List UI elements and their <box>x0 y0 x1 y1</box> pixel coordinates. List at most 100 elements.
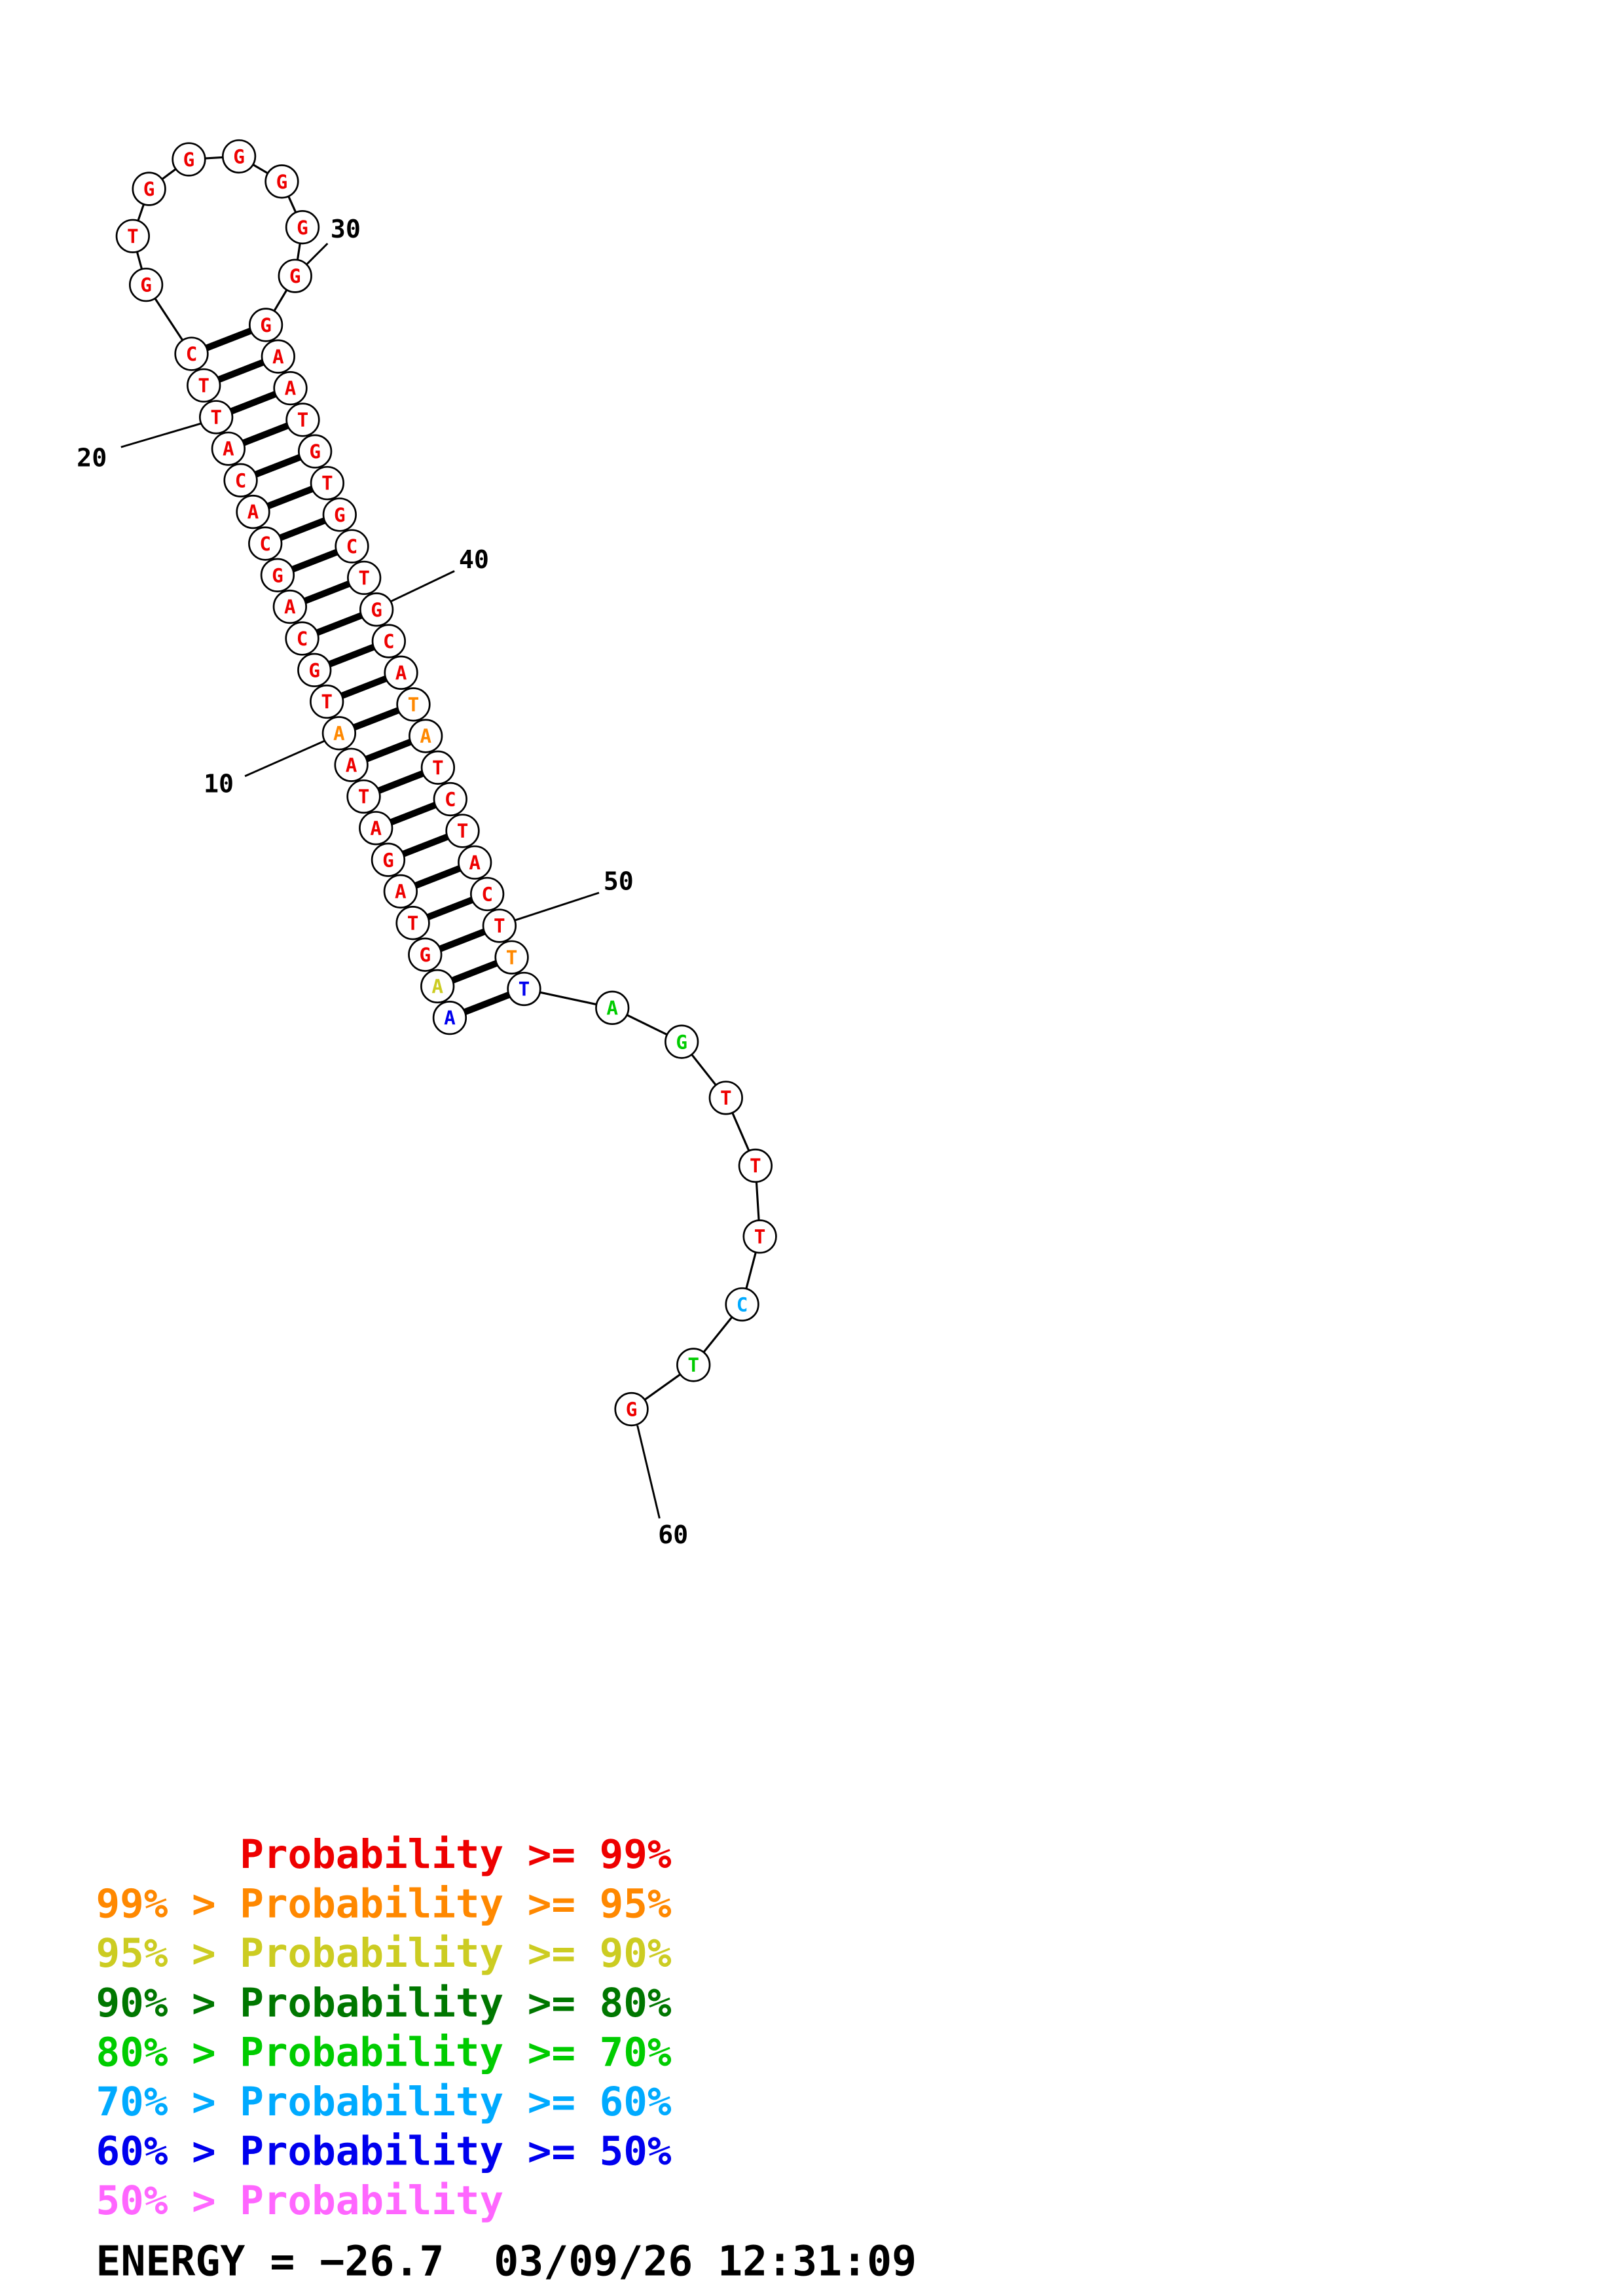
nucleotide-letter: A <box>346 754 357 776</box>
nucleotide-letter: G <box>309 440 321 463</box>
nucleotide: T <box>507 971 541 1007</box>
nucleotide: G <box>285 210 320 245</box>
nucleotide-circle <box>321 716 357 751</box>
nucleotide-circle <box>248 308 283 342</box>
nucleotide-letter: C <box>259 533 271 555</box>
nucleotide: A <box>273 371 308 406</box>
nucleotide-circle <box>665 1024 699 1059</box>
nucleotide-circle <box>482 908 517 943</box>
nucleotide-circle <box>408 937 443 972</box>
nucleotide-letter: T <box>687 1354 699 1376</box>
nucleotide-circle <box>725 1287 759 1322</box>
position-label: 50 <box>604 867 634 896</box>
nucleotide-circle <box>359 592 394 627</box>
nucleotide: G <box>614 1391 649 1427</box>
nucleotide: T <box>738 1148 773 1183</box>
nucleotide-letter: A <box>284 596 296 619</box>
nucleotide-circle <box>346 779 381 814</box>
nucleotide-letter: T <box>358 567 370 589</box>
nucleotide-circle <box>272 589 307 624</box>
nucleotide-letter: C <box>297 628 308 650</box>
nucleotide-circle <box>371 842 406 877</box>
nucleotide-letter: A <box>285 378 297 400</box>
nucleotide-circle <box>708 1081 743 1115</box>
nucleotide-circle <box>738 1148 773 1183</box>
nucleotide-letter: G <box>140 274 152 296</box>
legend-row: 60% > Probability >= 50% <box>96 2128 671 2174</box>
nucleotide: A <box>458 845 492 880</box>
nucleotide-letter: G <box>419 944 431 966</box>
nucleotide-letter: C <box>186 343 198 365</box>
nucleotide-letter: A <box>333 723 345 745</box>
nucleotide: C <box>725 1287 759 1322</box>
nucleotide-letter: A <box>444 1007 456 1030</box>
nucleotide-circle <box>494 940 529 975</box>
nucleotide: T <box>396 687 431 722</box>
nucleotide-letter: T <box>457 820 469 842</box>
nucleotide-circle <box>223 463 258 497</box>
nucleotide-circle <box>742 1219 777 1254</box>
nucleotide: G <box>172 142 206 177</box>
nucleotide: A <box>359 811 393 846</box>
nucleotide: T <box>115 219 150 253</box>
nucleotide-letter: T <box>519 978 530 1001</box>
nucleotide-letter: G <box>334 504 346 526</box>
nucleotide-circle <box>396 687 431 722</box>
nucleotide: G <box>665 1024 699 1059</box>
nucleotide: T <box>676 1348 711 1382</box>
nucleotide-letter: C <box>445 789 456 811</box>
nucleotide-letter: T <box>720 1087 732 1109</box>
nucleotide-circle <box>248 526 283 561</box>
nucleotide: G <box>221 139 257 174</box>
nucleotide: A <box>334 747 369 782</box>
position-label-leader <box>303 242 329 268</box>
nucleotide-letter: G <box>143 178 155 200</box>
nucleotide-letter: A <box>606 997 618 1019</box>
nucleotide: G <box>408 937 443 972</box>
nucleotide-circle <box>174 336 209 371</box>
nucleotide-letter: A <box>272 346 284 368</box>
nucleotide: T <box>494 940 529 975</box>
nucleotide-circle <box>433 781 467 817</box>
nucleotide: C <box>248 526 283 561</box>
nucleotide-circle <box>236 494 270 529</box>
nucleotide-letter: C <box>737 1294 748 1316</box>
position-label-leader <box>513 891 600 922</box>
nucleotide-circle <box>458 845 492 880</box>
legend-row: 90% > Probability >= 80% <box>96 1981 671 2026</box>
nucleotide: C <box>470 876 505 912</box>
nucleotide-circle <box>507 971 541 1007</box>
nucleotide-letter: T <box>506 946 518 969</box>
nucleotide: T <box>445 814 480 848</box>
nucleotide-circle <box>310 465 344 501</box>
nucleotide: C <box>285 621 319 656</box>
nucleotide: A <box>432 1001 467 1035</box>
nucleotide: T <box>395 906 430 941</box>
nucleotide-letter: T <box>358 786 370 808</box>
base-pair-lines <box>190 321 526 1021</box>
nucleotide: A <box>321 716 357 751</box>
nucleotide: G <box>322 497 357 532</box>
nucleotide-letter: T <box>494 915 505 937</box>
nucleotide-letter: G <box>676 1031 687 1053</box>
nucleotide: G <box>132 171 166 206</box>
position-label-leader <box>636 1425 661 1519</box>
legend-row: 95% > Probability >= 90% <box>96 1931 671 1977</box>
nucleotide-circle <box>297 653 332 687</box>
nucleotide: T <box>310 465 344 501</box>
nucleotide-circle <box>614 1391 649 1427</box>
nucleotide-circle <box>132 171 166 206</box>
nucleotide: A <box>595 990 630 1025</box>
nucleotide: T <box>482 908 517 943</box>
nucleotide-circle <box>359 811 393 846</box>
nucleotide-circle <box>432 1001 467 1035</box>
nucleotide: G <box>260 558 295 592</box>
nucleotide: A <box>384 655 418 690</box>
nucleotide-letter: T <box>198 374 210 397</box>
nucleotide: A <box>383 874 418 909</box>
nucleotide-letter: A <box>431 975 443 997</box>
nucleotide-letter: G <box>260 314 272 336</box>
nucleotide-circle <box>115 219 150 253</box>
